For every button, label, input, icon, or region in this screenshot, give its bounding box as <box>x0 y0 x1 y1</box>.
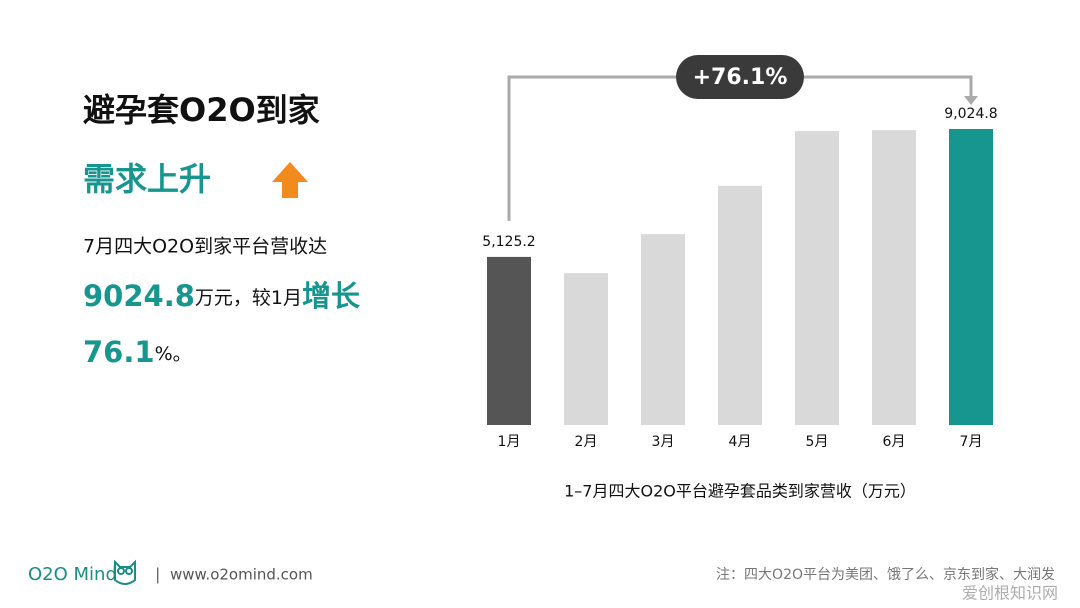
x-tick-label: 7月 <box>960 434 983 450</box>
x-tick-label: 6月 <box>883 434 906 450</box>
x-tick-label: 2月 <box>575 434 598 450</box>
separator: | <box>155 565 160 584</box>
up-arrow-icon <box>272 162 308 198</box>
chart: 1月 5,125.2 2月 3月 4月 5月 6月 7月 9,024.8 +76.1% <box>482 55 998 450</box>
url: www.o2omind.com <box>170 566 313 584</box>
growth: 76.1 <box>83 335 155 369</box>
bar <box>949 129 993 425</box>
x-tick-label: 4月 <box>729 434 752 450</box>
bracket-arrow <box>964 96 978 105</box>
bar <box>718 185 762 425</box>
summary-line: 9024.8万元，较1月增长 <box>83 279 361 313</box>
data-label: 5,125.2 <box>482 234 535 250</box>
annotation: +76.1% <box>693 65 788 90</box>
summary-line: 76.1%。 <box>83 335 192 369</box>
amount-unit: 万元，较1月 <box>195 287 302 309</box>
bar <box>795 131 839 425</box>
growth-unit: %。 <box>155 343 192 365</box>
bar <box>564 273 608 425</box>
x-tick-label: 3月 <box>652 434 675 450</box>
summary-line: 7月四大O2O到家平台营收达 <box>83 236 327 258</box>
bar <box>872 130 916 425</box>
brand: O2O Mind <box>28 564 117 585</box>
chart-title: 1–7月四大O2O平台避孕套品类到家营收（万元） <box>564 482 916 501</box>
annotation-pill <box>676 55 804 99</box>
x-tick-label: 5月 <box>806 434 829 450</box>
title: 避孕套O2O到家 <box>83 91 320 129</box>
bar <box>641 234 685 425</box>
x-tick-label: 1月 <box>498 434 521 450</box>
subtitle: 需求上升 <box>83 160 211 198</box>
amount: 9024.8 <box>83 279 195 313</box>
watermark: 爱创根知识网 <box>962 584 1058 603</box>
owl-logo <box>114 559 136 585</box>
bar <box>487 256 531 425</box>
growth-word: 增长 <box>302 279 361 313</box>
data-label: 9,024.8 <box>944 106 997 122</box>
note: 注：四大O2O平台为美团、饿了么、京东到家、大润发 <box>716 566 1055 583</box>
